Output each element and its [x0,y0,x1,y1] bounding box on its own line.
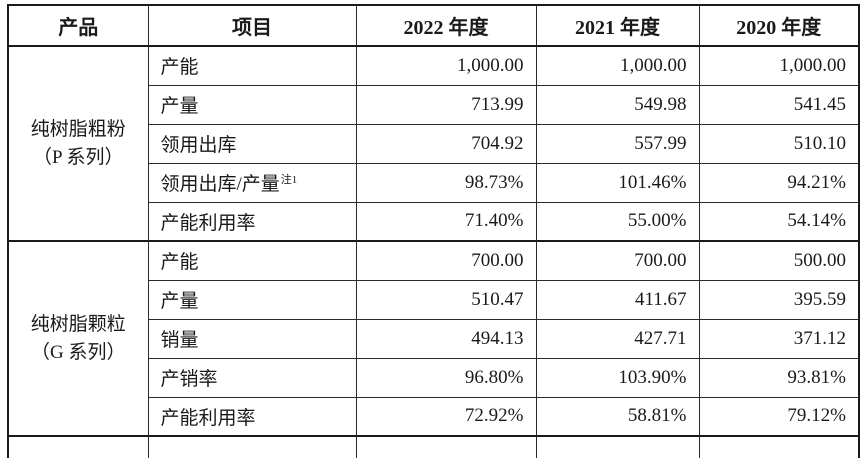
col-header-2021: 2021 年度 [535,4,700,47]
footnote-ref-note1: 注1 [280,173,298,186]
value-cell: 427.71 [535,318,700,359]
partial-value-cell [535,435,700,458]
value-cell: 103.90% [535,357,700,398]
value-cell: 101.46% [535,162,700,203]
value-cell: 700.00 [535,240,700,281]
partial-value-cell [355,435,537,458]
item-cell: 产能 [147,240,357,281]
col-header-product: 产品 [7,4,149,47]
value-cell: 1,000.00 [698,45,860,86]
partial-product-cell [7,435,149,458]
value-cell: 79.12% [698,396,860,437]
value-cell: 96.80% [355,357,537,398]
table-row: 销量 494.13 427.71 371.12 [8,318,860,359]
partial-item-cell [147,435,357,458]
product-cell-g-series: 纯树脂颗粒 （G 系列） [7,240,149,437]
value-cell: 98.73% [355,162,537,203]
value-cell: 411.67 [535,279,700,320]
item-cell: 产能 [147,45,357,86]
item-cell: 产量 [147,84,357,125]
col-header-2022: 2022 年度 [355,4,537,47]
value-cell: 510.47 [355,279,537,320]
value-cell: 94.21% [698,162,860,203]
value-cell: 494.13 [355,318,537,359]
item-cell: 产量 [147,279,357,320]
product-name-line2: （P 系列） [32,146,124,168]
table-row: 纯树脂颗粒 （G 系列） 产能 700.00 700.00 500.00 [7,240,860,437]
value-cell: 704.92 [355,123,537,164]
product-name-line1: 纯树脂颗粒 [30,313,126,335]
item-label: 领用出库/产量 [160,174,280,195]
value-cell: 510.10 [698,123,860,164]
table-row: 产能利用率 71.40% 55.00% 54.14% [8,201,860,242]
table-row: 纯树脂粗粉 （P 系列） 产能 1,000.00 1,000.00 1,000.… [7,45,860,242]
item-cell: 销量 [147,318,357,359]
product-cell-p-series: 纯树脂粗粉 （P 系列） [7,45,149,242]
value-cell: 500.00 [698,240,860,281]
value-cell: 1,000.00 [355,45,537,86]
value-cell: 557.99 [535,123,700,164]
value-cell: 1,000.00 [535,45,700,86]
item-cell: 产销率 [147,357,357,398]
table-row: 产销率 96.80% 103.90% 93.81% [8,357,860,398]
item-cell: 领用出库/产量注1 [147,162,357,203]
item-cell: 领用出库 [147,123,357,164]
value-cell: 54.14% [698,201,860,242]
value-cell: 541.45 [698,84,860,125]
item-cell: 产能利用率 [147,201,357,242]
value-cell: 71.40% [355,201,537,242]
col-header-item: 项目 [147,4,357,47]
value-cell: 549.98 [535,84,700,125]
value-cell: 713.99 [355,84,537,125]
value-cell: 371.12 [698,318,860,359]
value-cell: 58.81% [535,396,700,437]
table-row: 产量 713.99 549.98 541.45 [8,84,860,125]
production-metrics-table: 产品 项目 2022 年度 2021 年度 2020 年度 纯树脂粗粉 （P 系… [7,4,860,458]
col-header-2020: 2020 年度 [698,4,860,47]
item-cell: 产能利用率 [147,396,357,437]
value-cell: 93.81% [698,357,860,398]
table-row: 领用出库/产量注1 98.73% 101.46% 94.21% [8,162,860,203]
value-cell: 55.00% [535,201,700,242]
value-cell: 72.92% [355,396,537,437]
product-name-line1: 纯树脂粗粉 [30,118,126,140]
product-name-line2: （G 系列） [31,341,126,363]
partial-next-row [7,435,860,458]
partial-value-cell [698,435,860,458]
header-row: 产品 项目 2022 年度 2021 年度 2020 年度 [7,4,860,47]
table-row: 领用出库 704.92 557.99 510.10 [8,123,860,164]
value-cell: 700.00 [355,240,537,281]
value-cell: 395.59 [698,279,860,320]
